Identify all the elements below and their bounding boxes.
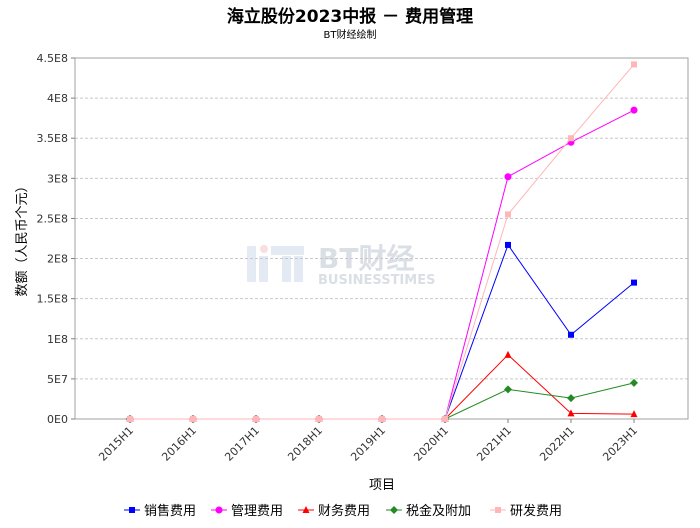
legend-marker [302, 506, 310, 513]
x-tick-label: 2020H1 [411, 424, 451, 464]
data-point [631, 279, 637, 286]
legend-label: 财务费用 [318, 503, 370, 519]
legend-item: 研发费用 [490, 503, 562, 519]
plot-frame [74, 57, 689, 420]
legend-item: 销售费用 [124, 503, 196, 519]
x-tick-label: 2019H1 [348, 424, 388, 464]
x-tick-label: 2016H1 [159, 424, 199, 464]
data-point [504, 350, 512, 358]
data-point [379, 416, 385, 422]
y-axis-label: 数额（人民币个元） [15, 179, 30, 296]
legend-marker [390, 506, 398, 514]
series-line [130, 382, 635, 420]
data-point [505, 241, 511, 248]
series-line [130, 354, 635, 420]
legend-label: 税金及附加 [406, 503, 471, 519]
legend-item: 管理费用 [211, 504, 283, 519]
x-tick-label: 2015H1 [96, 424, 136, 464]
data-point [630, 106, 638, 114]
legend-item: 财务费用 [298, 503, 370, 519]
legend-item: 税金及附加 [386, 503, 471, 519]
data-point [253, 416, 259, 422]
data-point [190, 416, 196, 422]
y-tick-label: 5E7 [47, 373, 68, 386]
y-tick-label: 3E8 [47, 172, 68, 185]
data-point [504, 385, 512, 394]
x-tick-label: 2021H1 [474, 424, 514, 464]
y-tick-label: 4.5E8 [37, 52, 68, 65]
chart-title: 海立股份2023中报 － 费用管理 [227, 6, 473, 27]
watermark: BT财经 BUSINESSTIMES [247, 242, 435, 288]
chart-subtitle: BT财经绘制 [324, 28, 377, 41]
y-tick-label: 1E8 [47, 333, 68, 346]
y-tick-label: 1.5E8 [37, 293, 68, 306]
data-point [316, 416, 322, 422]
y-tick-label: 0E0 [47, 413, 68, 426]
x-axis-label: 项目 [369, 478, 395, 493]
x-axis: 2015H1 2016H1 2017H1 2018H1 2019H1 2020H1 2021… [96, 419, 640, 464]
y-tick-label: 3.5E8 [37, 132, 68, 145]
data-point [442, 416, 448, 422]
y-axis: 0E0 5E7 1E8 1.5E8 2E8 2.5E8 3E8 3.5E8 4E8 4.5E8 [37, 52, 75, 426]
grid [75, 57, 688, 380]
x-tick-label: 2023H1 [600, 424, 640, 464]
y-tick-label: 2E8 [47, 253, 68, 266]
data-point [568, 331, 574, 338]
data-point [631, 61, 637, 68]
watermark-sub-text: BUSINESSTIMES [318, 273, 435, 288]
data-point [567, 409, 575, 417]
data-point [630, 410, 638, 418]
legend: 销售费用 管理费用 财务费用 税金及附加 研发费用 [124, 503, 562, 519]
legend-label: 研发费用 [510, 503, 562, 519]
x-tick-label: 2017H1 [222, 424, 262, 464]
legend-marker [215, 506, 223, 514]
legend-label: 销售费用 [144, 503, 196, 519]
series-5 [127, 61, 637, 422]
data-point [504, 173, 512, 181]
y-tick-label: 4E8 [47, 92, 68, 105]
data-point [567, 394, 575, 403]
x-tick-label: 2022H1 [537, 424, 577, 464]
data-point [630, 378, 638, 387]
series-3 [126, 350, 638, 422]
watermark-logo [247, 245, 304, 282]
legend-marker [495, 507, 501, 513]
legend-label: 管理费用 [231, 504, 283, 519]
series-group [126, 61, 638, 423]
data-point [505, 211, 511, 218]
y-tick-label: 2.5E8 [37, 212, 68, 225]
x-tick-label: 2018H1 [285, 424, 325, 464]
legend-marker [129, 507, 135, 513]
data-point [568, 135, 574, 142]
data-point [127, 416, 133, 422]
